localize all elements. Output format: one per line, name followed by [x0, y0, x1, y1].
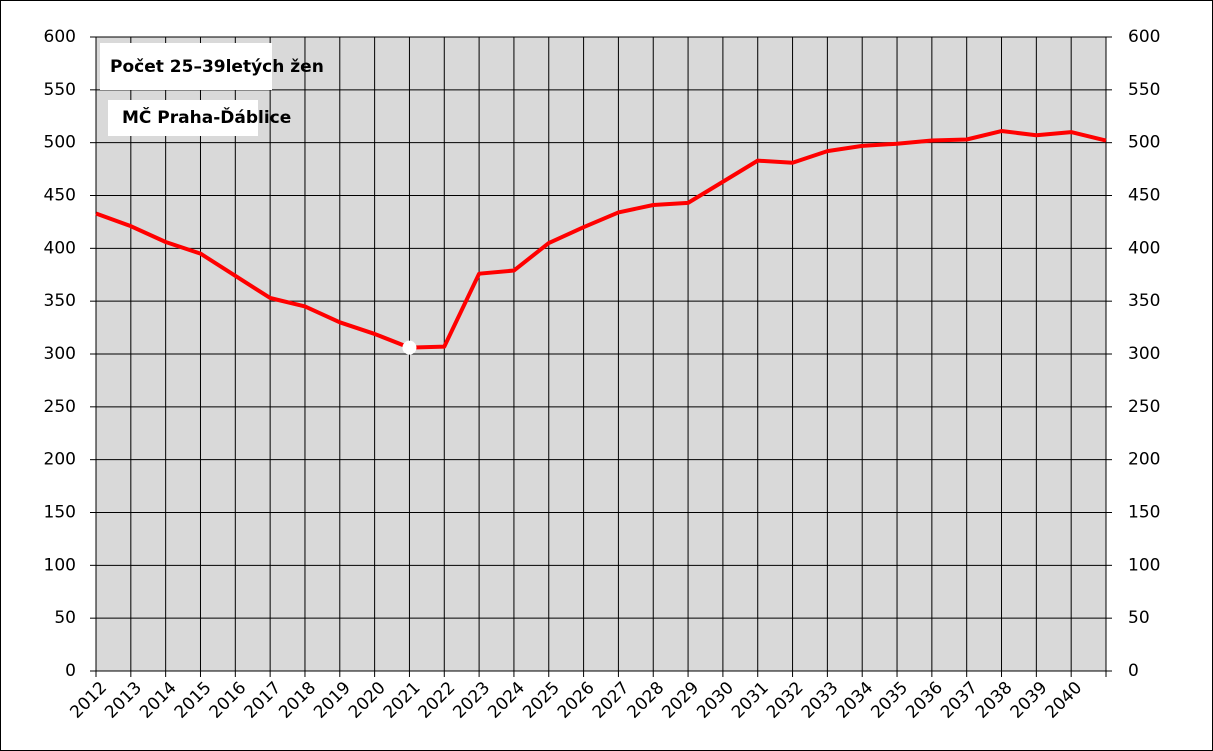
chart-subtitle: MČ Praha-Ďáblice [122, 106, 291, 128]
highlight-marker [402, 340, 417, 355]
y2-tick-label: 100 [1128, 555, 1160, 575]
y-tick-label: 350 [44, 291, 76, 311]
y-tick-label: 600 [44, 27, 76, 47]
y2-tick-label: 300 [1128, 344, 1160, 364]
y2-tick-label: 50 [1128, 608, 1150, 628]
y-tick-label: 200 [44, 450, 76, 470]
y-tick-label: 150 [44, 503, 76, 523]
title-box [100, 43, 272, 90]
y-tick-label: 300 [44, 344, 76, 364]
chart-title: Počet 25–39letých žen [110, 57, 324, 77]
y2-tick-label: 0 [1128, 661, 1139, 681]
subtitle-box [108, 100, 258, 136]
y-tick-label: 550 [44, 80, 76, 100]
y2-tick-label: 350 [1128, 291, 1160, 311]
y-tick-label: 450 [44, 186, 76, 206]
y2-tick-label: 200 [1128, 450, 1160, 470]
line-series [95, 129, 1107, 350]
y-tick-label: 50 [54, 608, 76, 628]
y-tick-label: 500 [44, 133, 76, 153]
y2-tick-label: 450 [1128, 186, 1160, 206]
y-tick-label: 100 [44, 555, 76, 575]
y2-tick-label: 500 [1128, 133, 1160, 153]
plot-border [95, 36, 1107, 672]
y2-tick-label: 400 [1128, 238, 1160, 258]
y2-tick-label: 150 [1128, 503, 1160, 523]
y2-tick-label: 550 [1128, 80, 1160, 100]
y2-tick-label: 600 [1128, 27, 1160, 47]
y-tick-label: 250 [44, 397, 76, 417]
y2-tick-label: 250 [1128, 397, 1160, 417]
y-tick-label: 0 [65, 661, 76, 681]
y-tick-label: 400 [44, 238, 76, 258]
